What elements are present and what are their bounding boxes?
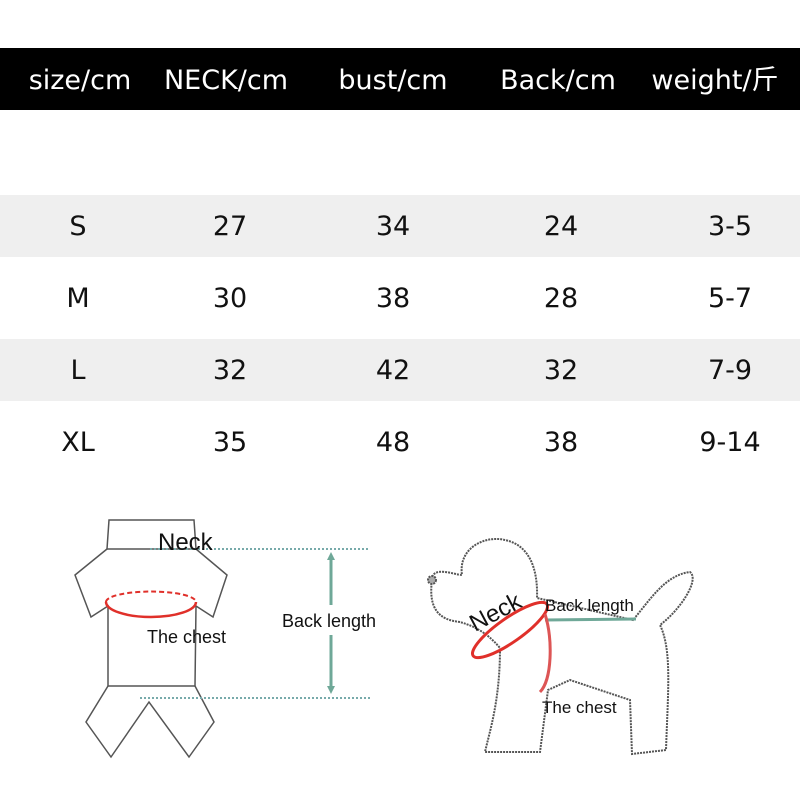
cell-weight: 7-9	[707, 355, 753, 386]
table-row: XL 35 48 38 9-14	[0, 411, 800, 473]
cell-neck: 35	[212, 427, 248, 458]
cell-bust: 34	[375, 211, 411, 242]
cell-back: 38	[543, 427, 579, 458]
table-row: L 32 42 32 7-9	[0, 339, 800, 401]
cell-weight: 5-7	[707, 283, 753, 314]
table-header: size/cm NECK/cm bust/cm Back/cm weight/斤	[0, 48, 800, 110]
cell-neck: 32	[212, 355, 248, 386]
header-bust: bust/cm	[338, 65, 448, 96]
cell-weight: 9-14	[699, 427, 761, 458]
cell-bust: 48	[375, 427, 411, 458]
garment-measure-lines	[104, 548, 370, 699]
garment-chest-label: The chest	[147, 627, 226, 647]
table-row: S 27 34 24 3-5	[0, 195, 800, 257]
cell-size: S	[69, 211, 87, 242]
cell-size: M	[66, 283, 90, 314]
garment-neck-label: Neck	[158, 529, 214, 556]
cell-weight: 3-5	[707, 211, 753, 242]
cell-size: XL	[61, 427, 95, 458]
header-back: Back/cm	[500, 65, 616, 96]
cell-back: 32	[543, 355, 579, 386]
cell-bust: 42	[375, 355, 411, 386]
cell-neck: 30	[212, 283, 248, 314]
header-size: size/cm	[28, 65, 132, 96]
dog-back-label: Back length	[545, 596, 634, 615]
header-weight: weight/斤	[651, 65, 779, 96]
garment-back-label: Back length	[282, 611, 376, 631]
cell-neck: 27	[212, 211, 248, 242]
cell-back: 28	[543, 283, 579, 314]
header-neck: NECK/cm	[163, 65, 289, 96]
dog-measure-lines	[471, 600, 637, 694]
table-row: M 30 38 28 5-7	[0, 267, 800, 329]
cell-back: 24	[543, 211, 579, 242]
cell-size: L	[70, 355, 86, 386]
dog-neck-label: Neck	[465, 587, 527, 637]
dog-chest-label: The chest	[542, 698, 617, 717]
cell-bust: 38	[375, 283, 411, 314]
dog-outline	[427, 537, 694, 756]
